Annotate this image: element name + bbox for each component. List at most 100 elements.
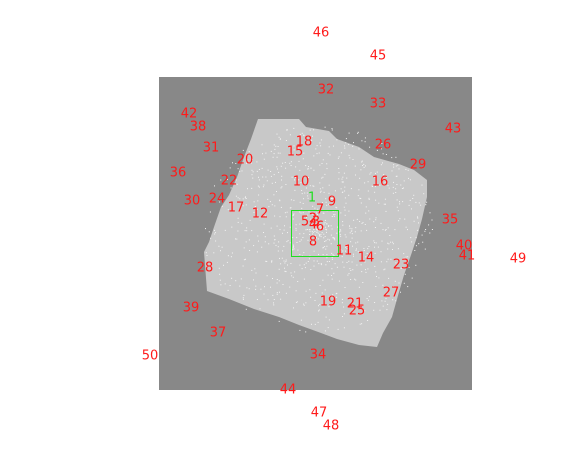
star-dot (306, 229, 308, 230)
star-dot (331, 216, 333, 217)
star-dot (375, 242, 377, 244)
source-label-24[interactable]: 24 (208, 191, 226, 207)
source-label-1[interactable]: 1 (307, 190, 317, 206)
star-dot (279, 138, 281, 140)
source-label-8[interactable]: 8 (308, 234, 318, 250)
star-dot (395, 300, 397, 302)
star-dot (256, 208, 258, 210)
star-dot (365, 256, 367, 258)
star-dot (382, 153, 384, 155)
star-dot (376, 276, 377, 277)
source-label-22[interactable]: 22 (220, 173, 238, 189)
star-dot (292, 249, 294, 251)
source-label-34[interactable]: 34 (309, 347, 327, 363)
source-label-30[interactable]: 30 (183, 193, 201, 209)
star-dot (284, 262, 286, 264)
star-dot (237, 221, 239, 223)
selection-box[interactable] (291, 210, 339, 257)
source-label-15[interactable]: 15 (286, 144, 304, 160)
source-label-46[interactable]: 46 (312, 25, 330, 41)
source-label-20[interactable]: 20 (236, 152, 254, 168)
source-label-28[interactable]: 28 (196, 260, 214, 276)
source-label-42[interactable]: 42 (180, 106, 198, 122)
source-label-17[interactable]: 17 (227, 200, 245, 216)
source-label-10[interactable]: 10 (292, 174, 310, 190)
source-label-43[interactable]: 43 (444, 121, 462, 137)
source-label-2[interactable]: 2 (308, 211, 318, 227)
star-dot (246, 227, 248, 229)
source-label-21[interactable]: 21 (346, 296, 364, 312)
star-dot (367, 320, 369, 321)
source-label-39[interactable]: 39 (182, 300, 200, 316)
star-dot (350, 241, 352, 243)
source-label-25[interactable]: 25 (348, 303, 366, 319)
star-dot (261, 167, 263, 169)
star-dot (338, 156, 340, 158)
star-dot (282, 232, 283, 234)
source-label-6[interactable]: 6 (315, 219, 325, 235)
star-dot (384, 181, 386, 183)
source-label-48[interactable]: 48 (322, 418, 340, 434)
source-label-41[interactable]: 41 (458, 248, 476, 264)
star-dot (241, 222, 243, 224)
star-dot (319, 285, 321, 286)
source-label-47[interactable]: 47 (310, 405, 328, 421)
source-label-37[interactable]: 37 (209, 325, 227, 341)
star-dot (302, 219, 303, 221)
star-dot (240, 278, 242, 280)
source-label-31[interactable]: 31 (202, 140, 220, 156)
source-label-11[interactable]: 11 (335, 243, 353, 259)
star-dot (367, 268, 369, 270)
source-label-18[interactable]: 18 (295, 134, 313, 150)
source-label-7[interactable]: 7 (315, 202, 325, 218)
source-label-19[interactable]: 19 (319, 294, 337, 310)
star-dot (292, 218, 294, 220)
star-dot (230, 256, 232, 258)
source-label-29[interactable]: 29 (409, 157, 427, 173)
star-dot (265, 260, 267, 262)
source-label-5[interactable]: 5 (300, 214, 310, 230)
star-dot (326, 204, 328, 206)
star-dot (375, 286, 377, 287)
source-label-23[interactable]: 23 (392, 257, 410, 273)
star-dot (303, 304, 305, 306)
star-dot (301, 193, 303, 195)
star-dot (237, 168, 239, 170)
star-dot (293, 248, 295, 250)
star-dot (398, 282, 400, 284)
source-label-16[interactable]: 16 (371, 174, 389, 190)
source-label-36[interactable]: 36 (169, 165, 187, 181)
source-label-14[interactable]: 14 (357, 250, 375, 266)
source-label-3[interactable]: 3 (311, 214, 321, 230)
star-dot (314, 234, 316, 236)
source-label-32[interactable]: 32 (317, 82, 335, 98)
star-dot (324, 173, 326, 175)
source-label-49[interactable]: 49 (509, 251, 527, 267)
source-label-9[interactable]: 9 (327, 194, 337, 210)
star-dot (323, 237, 325, 239)
source-label-27[interactable]: 27 (382, 285, 400, 301)
source-label-40[interactable]: 40 (455, 238, 473, 254)
star-dot (279, 216, 281, 218)
star-dot (312, 231, 314, 233)
star-dot (264, 236, 266, 238)
star-dot (313, 155, 315, 157)
star-dot (282, 162, 284, 164)
source-label-12[interactable]: 12 (251, 206, 269, 222)
source-label-38[interactable]: 38 (189, 119, 207, 135)
source-label-44[interactable]: 44 (279, 382, 297, 398)
source-label-50[interactable]: 50 (141, 348, 159, 364)
star-dot (325, 198, 327, 200)
star-dot (383, 269, 385, 271)
source-label-4[interactable]: 4 (308, 217, 318, 233)
source-label-35[interactable]: 35 (441, 212, 459, 228)
star-dot (309, 229, 311, 231)
source-label-33[interactable]: 33 (369, 96, 387, 112)
star-dot (405, 168, 407, 170)
source-label-45[interactable]: 45 (369, 48, 387, 64)
source-label-26[interactable]: 26 (374, 137, 392, 153)
star-dot (313, 260, 315, 262)
star-dot (253, 211, 255, 213)
star-dot (375, 271, 377, 273)
star-dot (257, 185, 259, 187)
